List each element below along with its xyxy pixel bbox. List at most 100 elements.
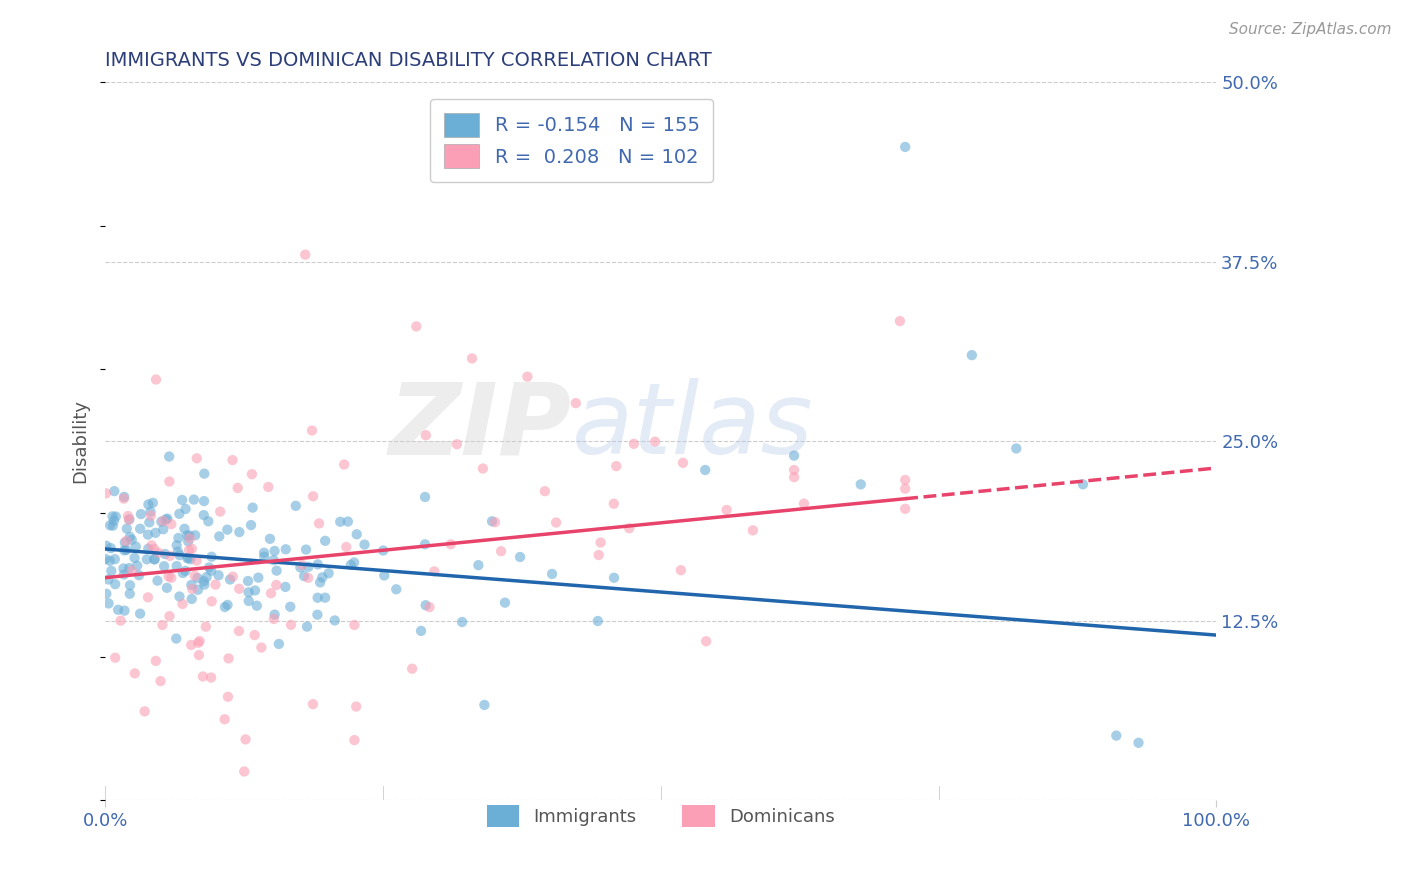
Point [343, 618, 366, 632]
Point [96, 587, 118, 601]
Point [335, 540, 357, 554]
Point [440, 537, 463, 551]
Point [153, 559, 176, 574]
Point [118, 530, 141, 544]
Point [157, 475, 180, 489]
Point [124, 551, 146, 566]
Point [176, 528, 198, 542]
Point [153, 547, 176, 561]
Text: Source: ZipAtlas.com: Source: ZipAtlas.com [1229, 22, 1392, 37]
Point [103, 484, 125, 499]
Point [214, 712, 236, 726]
Point [112, 561, 135, 575]
Point [181, 582, 204, 596]
Point [226, 481, 249, 495]
Point [474, 698, 496, 712]
Point [94, 486, 117, 500]
Point [783, 449, 806, 463]
Point [115, 543, 138, 558]
Point [138, 498, 160, 512]
Point [484, 515, 506, 529]
Point [589, 535, 612, 549]
Text: IMMIGRANTS VS DOMINICAN DISABILITY CORRELATION CHART: IMMIGRANTS VS DOMINICAN DISABILITY CORRE… [105, 51, 711, 70]
Point [672, 456, 695, 470]
Point [546, 516, 568, 530]
Point [114, 604, 136, 618]
Point [603, 571, 626, 585]
Point [294, 247, 316, 261]
Point [343, 556, 366, 570]
Point [280, 617, 302, 632]
Point [98, 554, 121, 568]
Point [184, 528, 207, 542]
Point [207, 568, 229, 582]
Point [741, 524, 763, 538]
Point [619, 521, 641, 535]
Point [197, 514, 219, 528]
Point [152, 522, 174, 536]
Point [302, 697, 325, 711]
Point [333, 458, 356, 472]
Point [129, 607, 152, 621]
Point [1071, 477, 1094, 491]
Point [143, 552, 166, 566]
Point [115, 522, 138, 536]
Point [128, 568, 150, 582]
Point [586, 614, 609, 628]
Point [418, 600, 440, 615]
Point [263, 607, 285, 622]
Point [290, 560, 312, 574]
Point [260, 586, 283, 600]
Point [413, 537, 436, 551]
Point [145, 372, 167, 386]
Point [143, 541, 166, 556]
Point [180, 638, 202, 652]
Point [167, 531, 190, 545]
Text: atlas: atlas [572, 378, 814, 475]
Point [152, 618, 174, 632]
Point [159, 609, 181, 624]
Point [228, 582, 250, 596]
Point [145, 654, 167, 668]
Point [263, 612, 285, 626]
Point [240, 467, 263, 482]
Point [193, 494, 215, 508]
Point [329, 515, 352, 529]
Point [193, 574, 215, 589]
Point [125, 540, 148, 554]
Point [1105, 729, 1128, 743]
Point [263, 553, 285, 567]
Point [235, 732, 257, 747]
Point [307, 591, 329, 605]
Point [302, 489, 325, 503]
Point [783, 470, 806, 484]
Point [166, 559, 188, 574]
Point [187, 582, 209, 597]
Point [247, 571, 270, 585]
Point [489, 544, 512, 558]
Point [117, 509, 139, 524]
Point [346, 527, 368, 541]
Point [172, 566, 194, 580]
Point [97, 573, 120, 587]
Point [716, 503, 738, 517]
Point [193, 508, 215, 522]
Point [373, 543, 395, 558]
Point [314, 533, 336, 548]
Point [401, 662, 423, 676]
Point [156, 511, 179, 525]
Point [228, 525, 250, 540]
Point [148, 546, 170, 560]
Point [266, 578, 288, 592]
Point [409, 624, 432, 638]
Point [415, 428, 437, 442]
Point [471, 461, 494, 475]
Point [186, 451, 208, 466]
Point [669, 563, 692, 577]
Point [136, 541, 159, 556]
Point [149, 674, 172, 689]
Point [240, 518, 263, 533]
Point [112, 490, 135, 504]
Point [121, 533, 143, 547]
Point [193, 467, 215, 481]
